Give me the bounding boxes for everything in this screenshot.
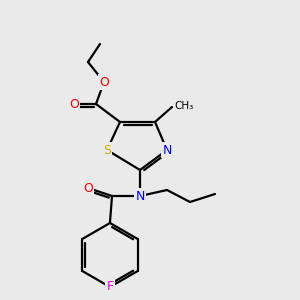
Text: N: N (135, 190, 145, 202)
Text: O: O (69, 98, 79, 110)
Text: N: N (162, 143, 172, 157)
Text: O: O (83, 182, 93, 194)
Text: CH₃: CH₃ (174, 101, 193, 111)
Text: F: F (106, 280, 114, 293)
Text: O: O (99, 76, 109, 88)
Text: S: S (103, 143, 111, 157)
